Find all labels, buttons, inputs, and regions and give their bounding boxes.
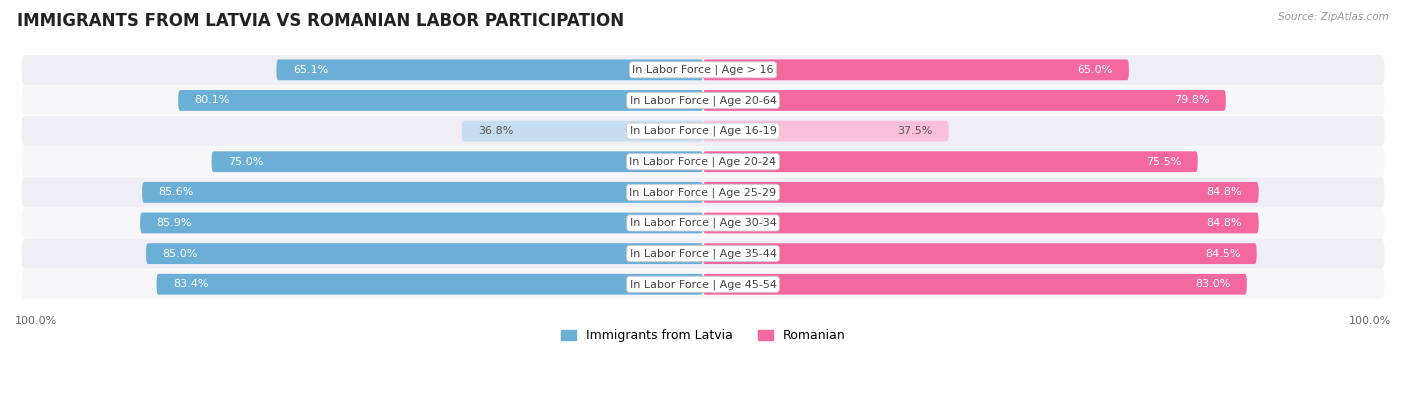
Text: 100.0%: 100.0% xyxy=(15,316,58,326)
FancyBboxPatch shape xyxy=(703,274,1247,295)
FancyBboxPatch shape xyxy=(146,243,703,264)
FancyBboxPatch shape xyxy=(21,239,1385,269)
Legend: Immigrants from Latvia, Romanian: Immigrants from Latvia, Romanian xyxy=(555,324,851,347)
FancyBboxPatch shape xyxy=(156,274,703,295)
FancyBboxPatch shape xyxy=(21,208,1385,238)
Text: 83.0%: 83.0% xyxy=(1195,279,1230,289)
Text: In Labor Force | Age 25-29: In Labor Force | Age 25-29 xyxy=(630,187,776,198)
Text: Source: ZipAtlas.com: Source: ZipAtlas.com xyxy=(1278,12,1389,22)
FancyBboxPatch shape xyxy=(211,151,703,172)
FancyBboxPatch shape xyxy=(703,90,1226,111)
FancyBboxPatch shape xyxy=(703,243,1257,264)
Text: 75.5%: 75.5% xyxy=(1146,157,1181,167)
FancyBboxPatch shape xyxy=(703,151,1198,172)
FancyBboxPatch shape xyxy=(179,90,703,111)
Text: 36.8%: 36.8% xyxy=(478,126,513,136)
Text: 85.9%: 85.9% xyxy=(156,218,193,228)
FancyBboxPatch shape xyxy=(142,182,703,203)
FancyBboxPatch shape xyxy=(463,121,703,141)
FancyBboxPatch shape xyxy=(703,59,1129,80)
Text: In Labor Force | Age 20-64: In Labor Force | Age 20-64 xyxy=(630,95,776,106)
Text: 84.8%: 84.8% xyxy=(1206,218,1243,228)
Text: IMMIGRANTS FROM LATVIA VS ROMANIAN LABOR PARTICIPATION: IMMIGRANTS FROM LATVIA VS ROMANIAN LABOR… xyxy=(17,12,624,30)
FancyBboxPatch shape xyxy=(21,177,1385,207)
Text: In Labor Force | Age 35-44: In Labor Force | Age 35-44 xyxy=(630,248,776,259)
FancyBboxPatch shape xyxy=(21,269,1385,299)
FancyBboxPatch shape xyxy=(21,85,1385,115)
Text: 100.0%: 100.0% xyxy=(1348,316,1391,326)
Text: 37.5%: 37.5% xyxy=(897,126,932,136)
Text: In Labor Force | Age 20-24: In Labor Force | Age 20-24 xyxy=(630,156,776,167)
Text: 85.0%: 85.0% xyxy=(163,248,198,259)
Text: In Labor Force | Age 45-54: In Labor Force | Age 45-54 xyxy=(630,279,776,290)
Text: In Labor Force | Age > 16: In Labor Force | Age > 16 xyxy=(633,64,773,75)
Text: 79.8%: 79.8% xyxy=(1174,96,1209,105)
Text: 75.0%: 75.0% xyxy=(228,157,263,167)
Text: 84.8%: 84.8% xyxy=(1206,187,1243,198)
FancyBboxPatch shape xyxy=(21,116,1385,146)
Text: In Labor Force | Age 30-34: In Labor Force | Age 30-34 xyxy=(630,218,776,228)
Text: 65.0%: 65.0% xyxy=(1077,65,1112,75)
FancyBboxPatch shape xyxy=(21,147,1385,177)
Text: 80.1%: 80.1% xyxy=(194,96,231,105)
FancyBboxPatch shape xyxy=(703,213,1258,233)
FancyBboxPatch shape xyxy=(141,213,703,233)
Text: 84.5%: 84.5% xyxy=(1205,248,1240,259)
FancyBboxPatch shape xyxy=(21,55,1385,85)
Text: 83.4%: 83.4% xyxy=(173,279,208,289)
FancyBboxPatch shape xyxy=(703,182,1258,203)
FancyBboxPatch shape xyxy=(703,121,949,141)
FancyBboxPatch shape xyxy=(277,59,703,80)
Text: In Labor Force | Age 16-19: In Labor Force | Age 16-19 xyxy=(630,126,776,136)
Text: 65.1%: 65.1% xyxy=(292,65,328,75)
Text: 85.6%: 85.6% xyxy=(159,187,194,198)
